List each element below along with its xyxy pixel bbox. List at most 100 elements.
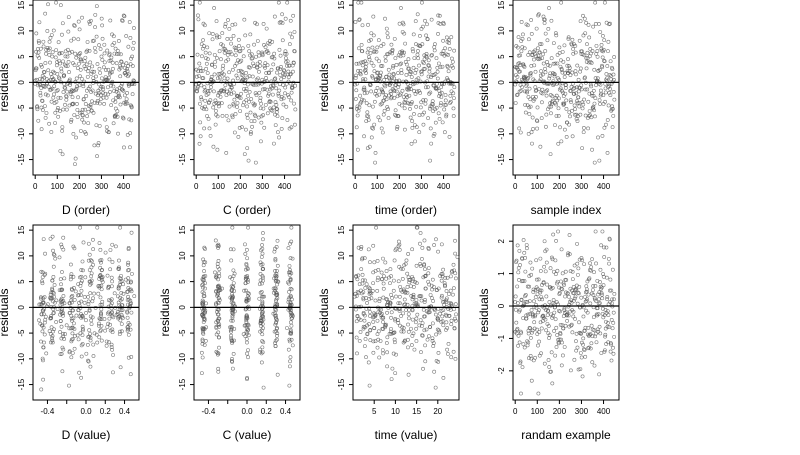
data-point <box>443 93 448 97</box>
data-point <box>97 321 101 326</box>
data-point <box>353 76 358 80</box>
data-point <box>440 293 444 298</box>
data-point <box>271 105 276 110</box>
data-point <box>592 101 597 106</box>
data-point <box>126 294 130 299</box>
y-tick-label: 0 <box>497 303 506 308</box>
data-point <box>522 65 527 69</box>
data-point <box>518 361 523 366</box>
data-point <box>119 322 124 326</box>
data-point <box>56 114 61 119</box>
data-point <box>546 358 551 362</box>
data-point <box>245 75 250 80</box>
data-point <box>258 350 263 355</box>
data-point <box>83 102 88 106</box>
data-point <box>257 90 262 95</box>
data-point <box>515 284 520 289</box>
data-point <box>220 66 225 71</box>
data-point <box>242 288 247 293</box>
data-point <box>408 87 413 92</box>
data-point <box>93 25 97 30</box>
data-point <box>392 95 397 100</box>
data-point <box>581 130 586 135</box>
data-point <box>418 79 423 84</box>
data-point <box>401 22 406 27</box>
data-point <box>574 72 578 77</box>
data-point <box>71 275 76 279</box>
data-point <box>414 298 419 302</box>
data-point <box>590 334 595 339</box>
data-point <box>238 49 243 53</box>
data-point <box>612 77 616 82</box>
data-point <box>213 59 218 64</box>
data-point <box>246 225 250 230</box>
data-point <box>126 262 130 267</box>
data-point <box>586 292 591 297</box>
data-point <box>95 340 100 345</box>
data-point <box>257 69 261 74</box>
data-point <box>78 74 82 79</box>
data-point <box>525 90 530 95</box>
data-point <box>419 298 424 303</box>
data-point <box>129 301 134 306</box>
data-point <box>260 243 264 247</box>
data-point <box>244 261 249 266</box>
data-point <box>547 333 552 337</box>
data-point <box>437 117 442 121</box>
data-point <box>399 61 404 66</box>
data-point <box>585 310 590 315</box>
data-point <box>431 284 436 289</box>
data-point <box>404 308 408 312</box>
data-point <box>129 289 134 294</box>
data-point <box>436 61 441 66</box>
data-point <box>411 32 416 37</box>
data-point <box>282 75 287 79</box>
data-point <box>535 327 539 332</box>
data-point <box>538 144 543 149</box>
data-point <box>77 83 82 88</box>
data-point <box>536 310 541 315</box>
data-point <box>68 91 73 96</box>
data-point <box>515 93 519 98</box>
data-point <box>273 341 277 346</box>
data-point <box>611 321 616 325</box>
data-point <box>367 57 372 62</box>
data-point <box>406 372 411 377</box>
data-point <box>403 41 408 46</box>
data-point <box>445 352 450 356</box>
data-point <box>431 341 436 346</box>
data-point <box>218 94 223 99</box>
data-point <box>259 304 263 309</box>
data-point <box>389 315 393 320</box>
data-point <box>241 332 246 337</box>
data-point <box>611 72 616 77</box>
data-point <box>104 125 109 129</box>
data-point <box>357 71 362 76</box>
data-point <box>401 79 406 84</box>
data-point <box>570 70 575 75</box>
data-point <box>366 46 371 51</box>
data-point <box>574 91 579 96</box>
data-point <box>517 69 522 74</box>
data-point <box>438 311 442 316</box>
data-point <box>359 304 363 309</box>
data-point <box>429 53 434 58</box>
data-point <box>84 62 89 67</box>
data-point <box>39 63 43 67</box>
data-point <box>61 59 65 64</box>
data-point <box>526 76 530 80</box>
data-point <box>383 58 388 63</box>
data-point <box>552 310 557 315</box>
data-point <box>608 349 613 354</box>
data-point <box>275 326 279 330</box>
data-point <box>405 302 410 307</box>
data-point <box>232 289 237 293</box>
data-point <box>56 106 60 110</box>
data-point <box>75 84 80 89</box>
data-point <box>290 256 295 261</box>
data-point <box>538 269 543 273</box>
data-point <box>425 37 430 42</box>
data-point <box>234 61 239 66</box>
data-point <box>569 323 573 328</box>
data-point <box>213 122 218 127</box>
